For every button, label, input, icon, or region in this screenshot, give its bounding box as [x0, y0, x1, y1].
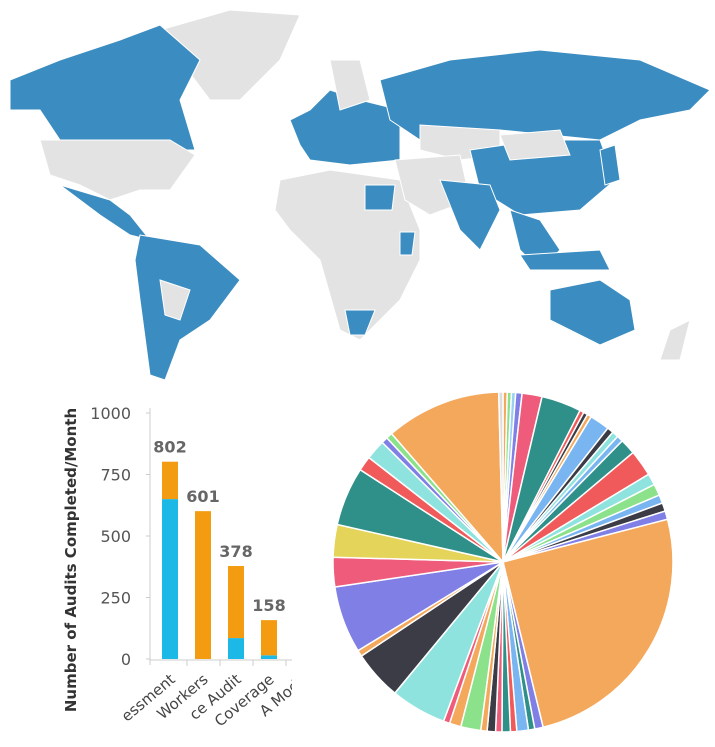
pie-slice [390, 391, 504, 565]
bar-segment [195, 511, 211, 659]
y-tick-label: 500 [100, 527, 131, 546]
europe [289, 89, 401, 166]
bar-chart: Number of Audits Completed/Month 0 250 500… [62, 404, 292, 730]
bar-segment [228, 566, 244, 639]
y-tick-label: 0 [121, 650, 131, 669]
scandinavia [329, 59, 371, 111]
total-label: 601 [186, 487, 219, 506]
africa [274, 169, 421, 341]
russia [379, 49, 711, 141]
new-zealand [659, 319, 691, 361]
egypt [364, 184, 396, 211]
indonesia [519, 249, 611, 271]
bar-segment [162, 461, 178, 500]
kenya [399, 231, 416, 256]
bolivia [159, 279, 191, 321]
total-label: 158 [252, 596, 285, 615]
pie-chart [332, 391, 674, 733]
south-africa [344, 309, 376, 336]
y-axis-label: Number of Audits Completed/Month [62, 408, 80, 712]
canada [9, 24, 201, 151]
y-tick-label: 750 [100, 466, 131, 485]
japan [599, 144, 621, 186]
bar-segment [228, 638, 244, 659]
pie-slice [497, 391, 504, 563]
bar-segment [261, 620, 277, 656]
total-label: 378 [219, 542, 252, 561]
world-map [9, 9, 711, 381]
usa [39, 139, 196, 201]
bar-segment [261, 655, 277, 659]
total-label: 802 [153, 438, 186, 457]
y-tick-label: 1000 [90, 404, 131, 423]
australia [549, 279, 636, 346]
india [439, 179, 501, 251]
south-america [134, 234, 241, 381]
bar-segment [162, 499, 178, 659]
y-tick-label: 250 [100, 589, 131, 608]
pie-slice [502, 518, 674, 729]
mongolia [499, 129, 571, 161]
